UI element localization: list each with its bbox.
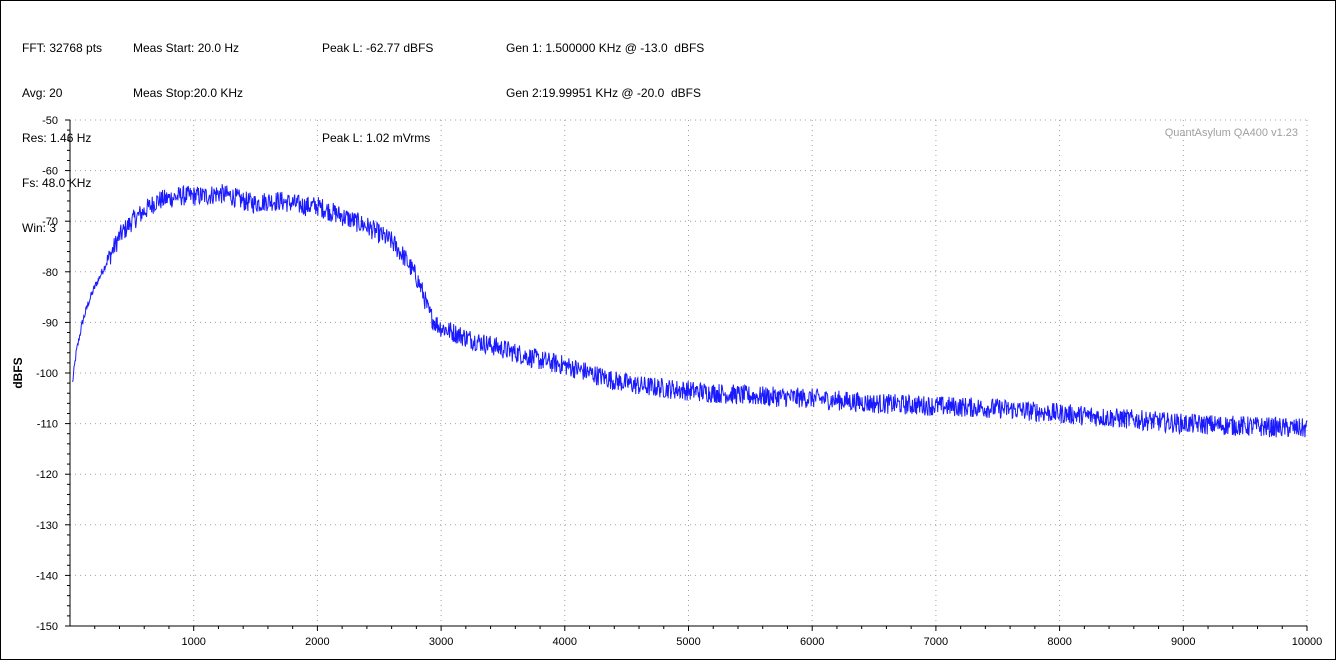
meas-start-label: Meas Start: 20.0 Hz	[133, 41, 240, 55]
y-tick-label: -60	[42, 166, 58, 178]
x-tick-label: 2000	[305, 636, 329, 648]
chart-traces	[72, 184, 1308, 438]
x-tick-label: 5000	[676, 636, 700, 648]
gen1-label: Gen 1: 1.500000 KHz @ -13.0 dBFS	[506, 41, 705, 55]
peak-block: Peak L: -62.77 dBFS Peak L: 1.02 mVrms	[322, 11, 433, 161]
chart-grid	[70, 119, 1308, 626]
y-tick-label: -130	[36, 520, 58, 532]
y-tick-label: -90	[42, 317, 58, 329]
x-tick-label: 9000	[1171, 636, 1195, 648]
sample-rate-label: Fs: 48.0 KHz	[22, 176, 92, 190]
x-tick-label: 3000	[429, 636, 453, 648]
x-tick-label: 6000	[800, 636, 824, 648]
y-tick-label: -150	[36, 621, 58, 633]
y-tick-label: -140	[36, 570, 58, 582]
y-tick-label: -120	[36, 469, 58, 481]
spectrum-trace-0	[72, 184, 1308, 438]
fft-info-block: FFT: 32768 pts Avg: 20 Res: 1.46 Hz Fs: …	[22, 11, 102, 251]
watermark-label: QuantAsylum QA400 v1.23	[1165, 127, 1298, 139]
x-tick-label: 7000	[924, 636, 948, 648]
y-axis-label: dBFS	[11, 357, 25, 388]
x-tick-label: 10000	[1292, 636, 1323, 648]
x-tick-label: 4000	[553, 636, 577, 648]
y-tick-label: -70	[42, 216, 58, 228]
peak-mvrms-label: Peak L: 1.02 mVrms	[322, 131, 431, 145]
peak-dbfs-label: Peak L: -62.77 dBFS	[322, 41, 434, 55]
chart-axes: -50 -60 -70 -80 -90 -100 -110 -120 -130 -140 -150 1…	[36, 115, 1322, 648]
averages-label: Avg: 20	[22, 86, 63, 100]
y-tick-label: -110	[37, 419, 58, 431]
generator-block: Gen 1: 1.500000 KHz @ -13.0 dBFS Gen 2:1…	[506, 11, 704, 116]
fft-points-label: FFT: 32768 pts	[22, 41, 103, 55]
resolution-label: Res: 1.46 Hz	[22, 131, 92, 145]
y-tick-label: -50	[42, 115, 58, 127]
measurement-range-block: Meas Start: 20.0 Hz Meas Stop:20.0 KHz	[133, 11, 243, 116]
gen2-label: Gen 2:19.99951 KHz @ -20.0 dBFS	[506, 86, 701, 100]
x-tick-label: 1000	[181, 636, 205, 648]
y-tick-label: -100	[36, 368, 58, 380]
meas-stop-label: Meas Stop:20.0 KHz	[133, 86, 244, 100]
y-tick-label: -80	[42, 267, 58, 279]
x-tick-label: 8000	[1047, 636, 1071, 648]
window-label: Win: 3	[22, 221, 57, 235]
